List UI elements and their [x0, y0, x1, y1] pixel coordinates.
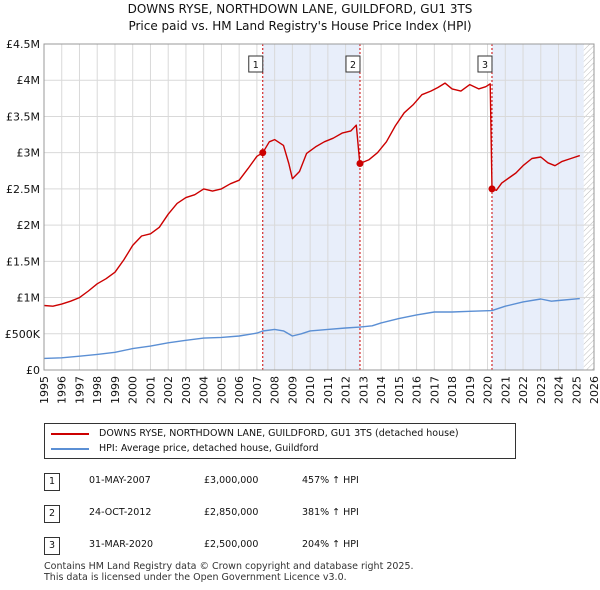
y-tick-label: £1M [17, 292, 41, 305]
x-tick-label: 2024 [553, 376, 566, 404]
x-tick-label: 2012 [340, 376, 353, 404]
x-tick-label: 2014 [375, 376, 388, 404]
price-chart: 1 2 3 £0 £500K £1M £1.5M £2M £2.5M £3M £3.5M £4M £4… [5, 38, 600, 404]
sale-label-box [248, 55, 264, 73]
x-tick-label: 2001 [144, 376, 157, 404]
legend-label-property: DOWNS RYSE, NORTHDOWN LANE, GUILDFORD, G… [99, 428, 459, 439]
x-tick-label: 2018 [446, 376, 459, 404]
x-tick-label: 2002 [162, 376, 175, 404]
transaction-date: 24-OCT-2012 [89, 507, 152, 518]
x-tick-label: 1997 [73, 376, 86, 404]
x-tick-label: 1995 [38, 376, 51, 404]
transaction-hpi-change: 204% ↑ HPI [302, 539, 359, 550]
sale-marker [259, 149, 267, 157]
footer-line-1: Contains HM Land Registry data © Crown c… [44, 561, 414, 572]
x-tick-label: 2025 [570, 376, 583, 404]
x-tick-label: 2017 [428, 376, 441, 404]
sale-label-box [477, 55, 493, 73]
footer-attribution: Contains HM Land Registry data © Crown c… [44, 561, 414, 583]
legend-swatch-red [51, 432, 89, 435]
legend-swatch-blue [51, 447, 89, 450]
transaction-number: 1 [44, 473, 60, 491]
y-tick-label: £2M [17, 219, 41, 232]
chart-subtitle: Price paid vs. HM Land Registry's House … [128, 19, 472, 33]
forecast-hatch [583, 44, 594, 370]
x-tick-label: 2005 [215, 376, 228, 404]
legend-item-hpi: HPI: Average price, detached house, Guil… [51, 442, 318, 456]
x-tick-label: 2015 [393, 376, 406, 404]
x-tick-label: 2007 [251, 376, 264, 404]
x-tick-label: 2000 [127, 376, 140, 404]
transaction-price: £2,500,000 [204, 539, 259, 550]
footer-line-2: This data is licensed under the Open Gov… [44, 572, 347, 583]
x-tick-label: 1998 [91, 376, 104, 404]
shaded-period [491, 44, 584, 370]
x-tick-label: 2021 [499, 376, 512, 404]
transaction-price: £2,850,000 [204, 507, 259, 518]
y-tick-label: £4.5M [6, 38, 40, 51]
x-tick-label: 2019 [464, 376, 477, 404]
transaction-hpi-change: 457% ↑ HPI [302, 475, 359, 486]
y-tick-label: £0 [26, 364, 40, 377]
plot-frame [43, 43, 595, 371]
sale-marker [488, 185, 496, 193]
sale-marker [356, 160, 364, 168]
x-tick-label: 2013 [357, 376, 370, 404]
y-tick-label: £500K [5, 328, 41, 341]
x-tick-label: 2022 [517, 376, 530, 404]
x-tick-label: 2016 [411, 376, 424, 404]
y-tick-label: £3M [17, 147, 41, 160]
x-tick-label: 2008 [269, 376, 282, 404]
x-tick-label: 2023 [535, 376, 548, 404]
y-tick-label: £2.5M [6, 183, 40, 196]
x-tick-label: 2020 [482, 376, 495, 404]
sale-label-number: 2 [350, 60, 356, 71]
chart-title: DOWNS RYSE, NORTHDOWN LANE, GUILDFORD, G… [127, 2, 473, 16]
x-tick-label: 2004 [198, 376, 211, 404]
shaded-period [262, 44, 360, 370]
x-tick-label: 2009 [286, 376, 299, 404]
legend-label-hpi: HPI: Average price, detached house, Guil… [99, 443, 319, 454]
y-tick-label: £1.5M [6, 255, 40, 268]
transaction-number: 2 [44, 505, 60, 523]
x-tick-label: 2003 [180, 376, 193, 404]
x-tick-label: 2011 [322, 376, 335, 404]
transaction-date: 01-MAY-2007 [89, 475, 151, 486]
x-tick-label: 1996 [56, 376, 69, 404]
sale-label-number: 3 [482, 60, 488, 71]
y-tick-label: £3.5M [6, 110, 40, 123]
y-tick-label: £4M [17, 74, 41, 87]
x-tick-label: 2010 [304, 376, 317, 404]
sale-label-number: 1 [253, 60, 259, 71]
x-tick-label: 1999 [109, 376, 122, 404]
transaction-price: £3,000,000 [204, 475, 259, 486]
transaction-number: 3 [44, 537, 60, 555]
transaction-date: 31-MAR-2020 [89, 539, 154, 550]
chart-legend: DOWNS RYSE, NORTHDOWN LANE, GUILDFORD, G… [44, 423, 516, 459]
transaction-hpi-change: 381% ↑ HPI [302, 507, 359, 518]
sale-label-box [345, 55, 361, 73]
x-tick-label: 2006 [233, 376, 246, 404]
hpi-line [43, 297, 580, 360]
legend-item-property: DOWNS RYSE, NORTHDOWN LANE, GUILDFORD, G… [51, 427, 459, 441]
x-tick-label: 2026 [588, 376, 600, 404]
